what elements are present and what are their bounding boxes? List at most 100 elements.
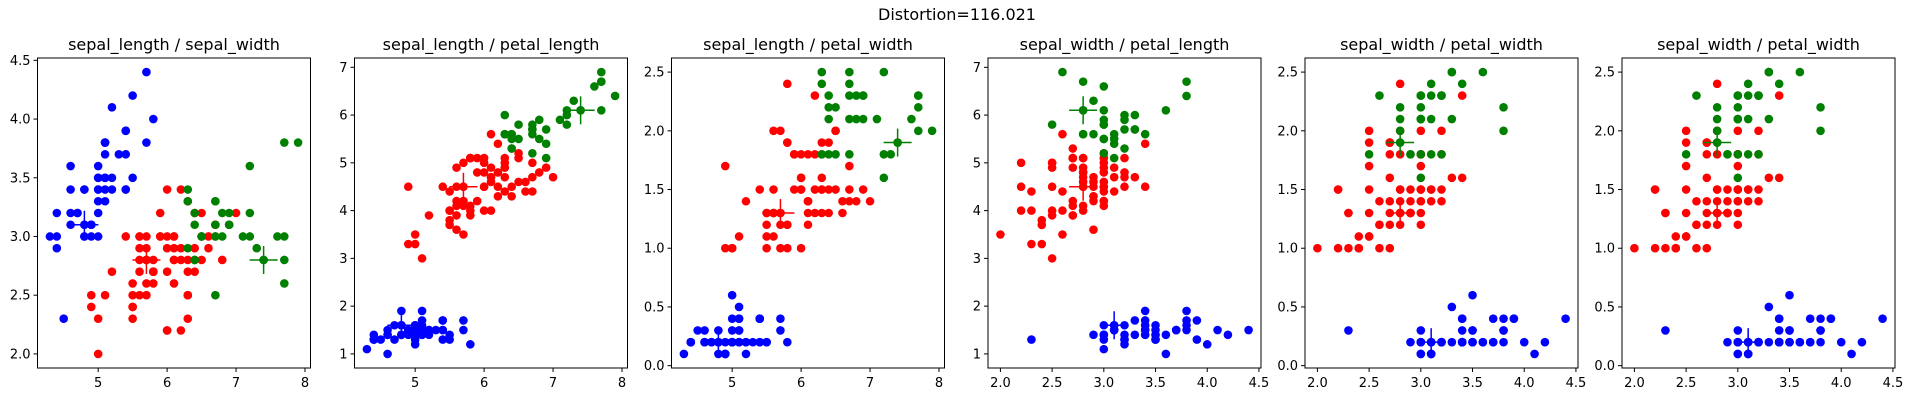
data-point xyxy=(831,126,840,136)
data-point xyxy=(1743,114,1753,124)
data-point xyxy=(1743,149,1753,159)
data-point xyxy=(1785,337,1794,347)
data-point xyxy=(1047,254,1057,263)
data-point xyxy=(1540,337,1550,347)
data-point xyxy=(1795,67,1805,77)
data-point xyxy=(1857,337,1867,347)
data-point xyxy=(810,91,820,100)
data-point xyxy=(1733,126,1743,136)
data-point xyxy=(466,153,475,163)
x-tick-label: 6 xyxy=(797,376,805,391)
subplot-title: sepal_length / petal_length xyxy=(383,35,600,55)
data-point xyxy=(1488,337,1498,347)
data-point xyxy=(1692,196,1701,206)
data-point xyxy=(217,232,227,241)
centroid-marker xyxy=(766,199,795,227)
data-point xyxy=(1733,349,1743,359)
data-point xyxy=(528,148,537,158)
data-point xyxy=(100,196,110,206)
data-point xyxy=(1140,139,1150,149)
data-point xyxy=(1530,349,1539,359)
data-point xyxy=(1692,91,1701,100)
subplot-2: sepal_length / petal_length 5 6 7 8 1 2 3 4 5 6 7 xyxy=(339,35,628,391)
data-point xyxy=(190,220,199,230)
data-point xyxy=(169,279,179,288)
data-point xyxy=(472,196,482,206)
data-point xyxy=(452,163,461,172)
data-point xyxy=(872,114,882,124)
data-point xyxy=(1468,326,1477,335)
data-point xyxy=(734,232,744,241)
centroid-marker xyxy=(1386,128,1415,157)
data-point xyxy=(1733,196,1743,206)
data-point xyxy=(907,114,916,124)
centroid-marker xyxy=(1386,199,1415,227)
data-point xyxy=(1754,126,1763,136)
data-point xyxy=(817,208,827,218)
data-point xyxy=(86,302,96,312)
data-point xyxy=(1774,314,1784,323)
data-point xyxy=(1478,67,1488,77)
data-point xyxy=(1416,349,1426,359)
data-point xyxy=(1457,91,1467,100)
data-point xyxy=(280,255,289,265)
data-point xyxy=(727,326,737,335)
data-point xyxy=(817,79,827,89)
y-tick-label: 2 xyxy=(339,300,347,315)
points xyxy=(679,67,937,359)
data-point xyxy=(479,182,489,192)
data-point xyxy=(176,255,186,265)
data-point xyxy=(1109,163,1119,172)
centroid-marker xyxy=(132,245,161,274)
data-point xyxy=(1099,196,1109,206)
data-point xyxy=(1795,337,1805,347)
x-tick-label: 3.0 xyxy=(1093,376,1114,391)
data-point xyxy=(1447,302,1457,312)
data-point xyxy=(1712,114,1722,124)
data-point xyxy=(1681,126,1691,136)
x-tick-label: 5 xyxy=(94,376,102,391)
data-point xyxy=(1447,337,1457,347)
data-point xyxy=(93,196,103,206)
data-point xyxy=(135,267,144,277)
data-point xyxy=(783,337,792,347)
data-point xyxy=(438,316,448,325)
data-point xyxy=(1333,185,1343,194)
data-point xyxy=(1078,153,1088,163)
data-point xyxy=(700,326,709,335)
data-point xyxy=(824,185,833,194)
x-tick-label: 5 xyxy=(411,376,419,391)
data-point xyxy=(803,149,813,159)
data-point xyxy=(211,232,220,241)
data-point xyxy=(93,208,103,218)
data-point xyxy=(1406,337,1415,347)
data-point xyxy=(865,196,875,206)
data-point xyxy=(831,103,840,112)
data-point xyxy=(1509,314,1519,323)
data-point xyxy=(1120,115,1129,125)
data-point xyxy=(1733,220,1743,230)
y-tick-label: 3.5 xyxy=(10,171,31,186)
data-point xyxy=(238,232,248,241)
data-point xyxy=(810,208,820,218)
x-tick-label: 4.5 xyxy=(1883,376,1904,391)
data-point xyxy=(128,91,137,100)
data-point xyxy=(93,173,103,183)
data-point xyxy=(162,232,172,241)
data-point xyxy=(1416,208,1426,218)
data-point xyxy=(86,290,96,300)
y-tick-label: 3.0 xyxy=(10,230,31,245)
data-point xyxy=(762,232,771,241)
data-point xyxy=(369,335,379,344)
data-point xyxy=(224,220,234,230)
data-point xyxy=(1723,196,1732,206)
data-point xyxy=(1068,211,1078,220)
data-point xyxy=(1130,330,1140,340)
data-point xyxy=(155,208,165,218)
data-point xyxy=(1161,349,1171,359)
y-tick-label: 4 xyxy=(973,204,981,219)
data-point xyxy=(824,91,833,100)
data-point xyxy=(500,158,510,168)
subplot-3: sepal_length / petal_width 5 6 7 8 0.0 0.5 1.0 1… xyxy=(644,35,945,391)
centroid-marker xyxy=(1734,328,1763,357)
